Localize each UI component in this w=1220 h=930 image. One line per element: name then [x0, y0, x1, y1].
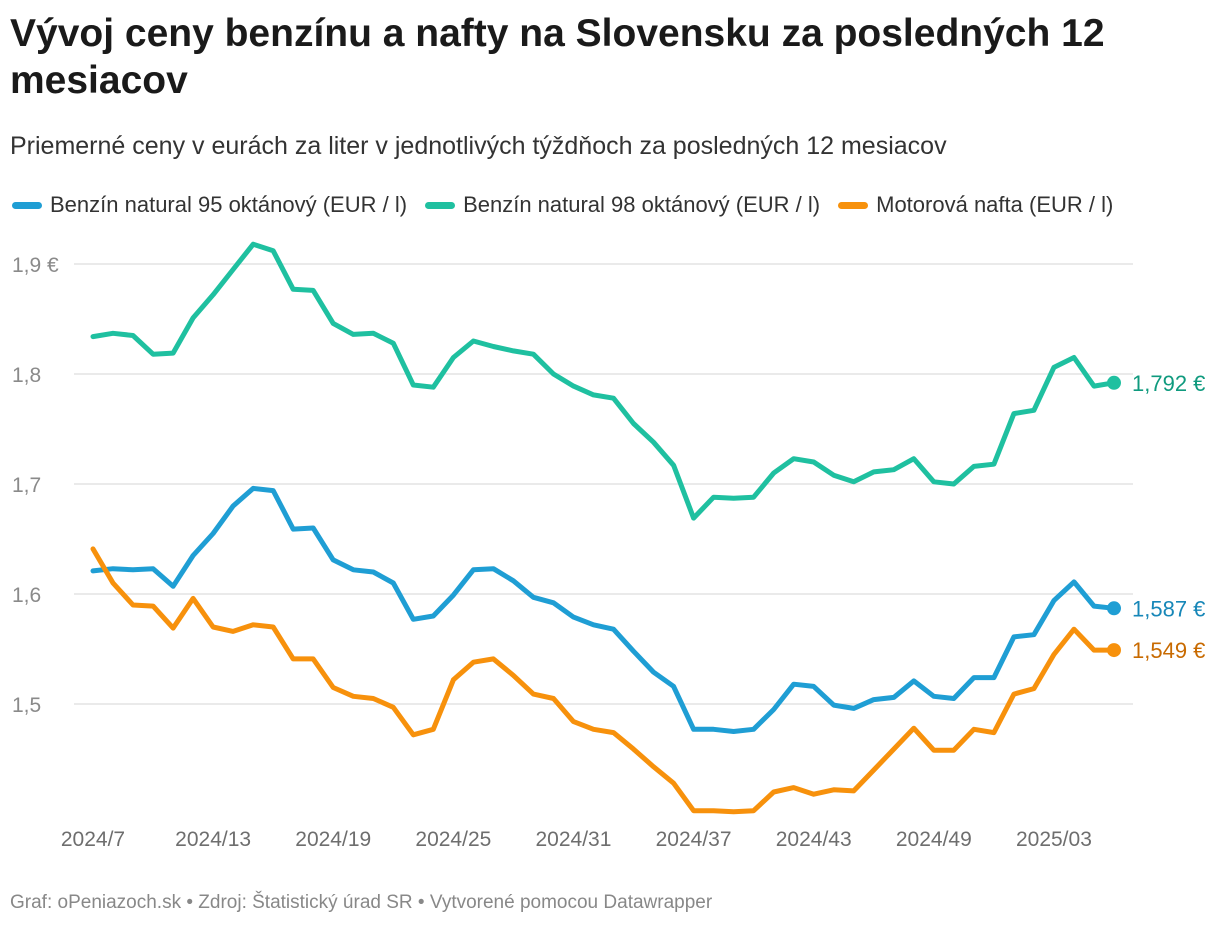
x-tick-label: 2025/03 — [1016, 828, 1092, 851]
legend-swatch-nafta — [838, 201, 869, 209]
chart-footer: Graf: oPeniazoch.sk • Zdroj: Štatistický… — [10, 892, 713, 913]
end-dot-benzin-98 — [1107, 375, 1121, 390]
line-benzin-95 — [90, 485, 1117, 734]
chart-legend: Benzín natural 95 oktánový (EUR / l) Ben… — [12, 190, 1131, 220]
legend-label-benzin-95: Benzín natural 95 oktánový (EUR / l) — [50, 192, 408, 217]
chart-title: Vývoj ceny benzínu a nafty na Slovensku … — [10, 12, 1105, 102]
x-tick-label: 2024/37 — [656, 828, 732, 851]
y-tick-label: 1,8 — [12, 364, 41, 387]
legend-label-nafta: Motorová nafta (EUR / l) — [876, 192, 1114, 217]
line-nafta — [90, 546, 1117, 815]
x-tick-label: 2024/13 — [175, 828, 251, 851]
end-label-benzin-95: 1,587 € — [1132, 596, 1205, 621]
line-benzin-98 — [90, 241, 1117, 521]
y-tick-label: 1,7 — [12, 474, 41, 497]
y-tick-label: 1,6 — [12, 584, 41, 607]
chart-subtitle: Priemerné ceny v eurách za liter v jedno… — [10, 132, 947, 160]
x-tick-label: 2024/7 — [61, 828, 125, 851]
end-dot-benzin-95 — [1107, 601, 1121, 616]
x-tick-label: 2024/43 — [776, 828, 852, 851]
legend-label-benzin-98: Benzín natural 98 oktánový (EUR / l) — [463, 192, 821, 217]
x-tick-label: 2024/19 — [295, 828, 371, 851]
legend-swatch-benzin-98 — [425, 201, 456, 209]
legend-item-benzin-98: Benzín natural 98 oktánový (EUR / l) — [425, 192, 820, 218]
end-dot-nafta — [1107, 643, 1121, 658]
end-label-benzin-98: 1,792 € — [1132, 371, 1205, 396]
y-tick-label: 1,5 — [12, 694, 41, 717]
legend-item-benzin-95: Benzín natural 95 oktánový (EUR / l) — [12, 192, 407, 218]
x-tick-label: 2024/25 — [415, 828, 491, 851]
x-tick-label: 2024/49 — [896, 828, 972, 851]
y-tick-label: 1,9 € — [12, 254, 59, 277]
legend-swatch-benzin-95 — [12, 201, 42, 209]
x-tick-label: 2024/31 — [536, 828, 612, 851]
legend-item-nafta: Motorová nafta (EUR / l) — [838, 192, 1113, 218]
end-label-nafta: 1,549 € — [1132, 638, 1205, 663]
